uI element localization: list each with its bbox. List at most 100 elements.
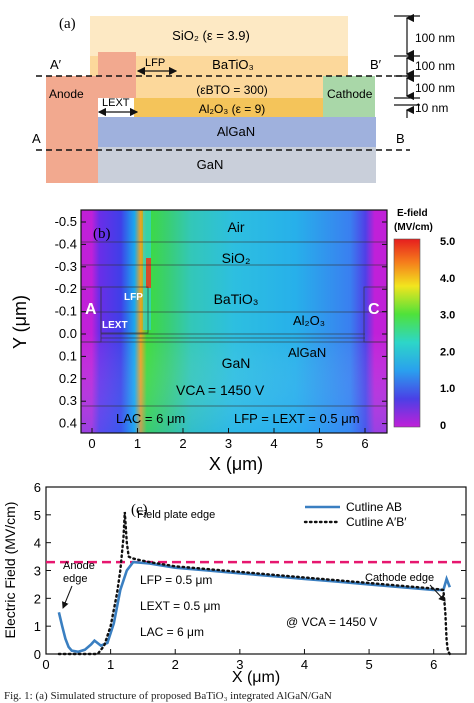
panel-c-label: (c)	[131, 502, 148, 518]
dim-algan: 10 nm	[415, 101, 448, 115]
region-lines	[80, 241, 388, 407]
annotation-field-plate: Field plate edge	[137, 509, 215, 521]
annotation-vca: @ VCA = 1450 V	[286, 615, 377, 629]
series-cutline-ab	[57, 560, 452, 654]
panel-c-ylabel: Electric Field (MV/cm)	[2, 502, 18, 639]
region-lfp: LFP	[124, 292, 143, 303]
y-tick-label: 4	[34, 536, 41, 551]
batio3-label: BaTiO₃	[212, 57, 254, 72]
colorbar-unit: (MV/cm)	[394, 222, 433, 233]
annotation-cathode-edge: Cathode edge	[365, 572, 434, 584]
x-tick-label: 2	[172, 657, 179, 672]
panel-a-label: (a)	[59, 16, 76, 32]
al2o3-layer	[134, 98, 324, 117]
y-tick-label: -0.4	[55, 236, 77, 251]
hotspot-red	[146, 258, 151, 288]
y-tick-label: 2	[34, 591, 41, 606]
panel-b-xticks: 0 1 2 3 4 5 6	[88, 428, 369, 451]
colorbar-tick-label: 4.0	[440, 273, 455, 285]
panel-b-yticks: -0.5 -0.4 -0.3 -0.2 -0.1 0.0 0.1 0.2 0.3 0.4	[55, 214, 387, 431]
region-cathode: C	[368, 301, 380, 318]
colorbar-tick-label: 3.0	[440, 310, 455, 322]
sio2-label: SiO₂ (ε = 3.9)	[172, 28, 250, 43]
x-tick-label: 6	[361, 436, 368, 451]
efield-map-shade	[81, 210, 387, 433]
cathode-label: Cathode	[327, 87, 373, 101]
y-tick-label: -0.2	[55, 281, 77, 296]
gan-layer	[46, 147, 376, 183]
y-tick-label: -0.5	[55, 214, 77, 229]
legend: Cutline AB Cutline A′B′	[303, 500, 407, 529]
y-tick-label: 1	[34, 619, 41, 634]
x-tick-label: 5	[365, 657, 372, 672]
y-tick-label: 0.4	[59, 416, 77, 431]
colorbar	[393, 238, 421, 428]
colorbar-tick-label: 1.0	[440, 383, 455, 395]
y-tick-label: -0.3	[55, 259, 77, 274]
annotation-anode-line1: Anode	[63, 560, 95, 572]
colorbar-title: E-field	[397, 208, 428, 219]
y-tick-label: 3	[34, 564, 41, 579]
panel-c: 0 1 2 3 4 5 6 0 1 2 3 4 5 6 (c) Electric Field (MV/c…	[2, 480, 467, 686]
eps-bto-label: (εBTO = 300)	[196, 83, 268, 97]
colorbar-tick-label: 5.0	[440, 236, 455, 248]
condition-vca: VCA = 1450 V	[176, 382, 265, 398]
colorbar-tick-label: 2.0	[440, 346, 455, 358]
region-algan: AlGaN	[288, 345, 326, 360]
panel-b-ylabel: Y (μm)	[10, 295, 30, 349]
algan-layer	[98, 117, 376, 147]
annotation-anode-line2: edge	[63, 573, 87, 585]
condition-lac: LAC = 6 μm	[116, 411, 185, 426]
panel-b-xlabel: X (μm)	[209, 454, 263, 474]
x-tick-label: 6	[430, 657, 437, 672]
dimension-bracket	[394, 13, 420, 118]
anode-contact	[46, 76, 98, 183]
colorbar-ticks: 5.0 4.0 3.0 2.0 1.0 0	[440, 236, 455, 432]
marker-a-prime: A′	[50, 57, 62, 72]
y-tick-label: 0	[34, 647, 41, 662]
panel-a: (a) SiO₂ (ε = 3.9) BaTiO₃ (εBTO = 300) A…	[32, 13, 455, 183]
x-tick-label: 1	[134, 436, 141, 451]
y-tick-label: 0.3	[59, 393, 77, 408]
colorbar-tick-label: 0	[440, 420, 446, 432]
map-frame	[80, 209, 388, 434]
x-tick-label: 0	[42, 657, 49, 672]
x-tick-label: 2	[179, 436, 186, 451]
panel-b-label: (b)	[93, 226, 111, 242]
region-al2o3: Al₂O₃	[293, 313, 325, 328]
annotation-lfp: LFP = 0.5 μm	[140, 573, 212, 587]
annotation-lext: LEXT = 0.5 μm	[140, 599, 220, 613]
al2o3-label: Al₂O₃ (ε = 9)	[199, 102, 266, 116]
legend-label-apbp: Cutline A′B′	[346, 515, 407, 529]
panel-c-xticks: 0 1 2 3 4 5 6	[42, 649, 437, 672]
algan-label: AlGaN	[217, 124, 255, 139]
region-sio2: SiO₂	[222, 250, 251, 266]
annotation-lac: LAC = 6 μm	[140, 625, 204, 639]
lext-label: LEXT	[102, 97, 130, 109]
cathode-arrow	[429, 584, 446, 602]
marker-a: A	[32, 131, 41, 146]
marker-b-prime: B′	[370, 57, 382, 72]
anode-arrow	[62, 585, 73, 609]
x-tick-label: 1	[107, 657, 114, 672]
region-batio3: BaTiO₃	[214, 291, 259, 307]
sio2-layer	[90, 16, 348, 56]
anode-fp	[98, 52, 136, 98]
region-air: Air	[227, 219, 244, 235]
figure-caption: Fig. 1: (a) Simulated structure of propo…	[4, 690, 332, 702]
gan-label: GaN	[197, 157, 224, 172]
series-cutline-apbp	[57, 511, 451, 656]
panel-c-yticks: 0 1 2 3 4 5 6	[34, 480, 466, 662]
region-lext: LEXT	[102, 320, 128, 331]
y-tick-label: 0.2	[59, 371, 77, 386]
y-tick-label: 0.1	[59, 348, 77, 363]
region-anode: A	[85, 301, 97, 318]
dim-al2o3: 100 nm	[415, 81, 455, 95]
dim-sio2: 100 nm	[415, 31, 455, 45]
x-tick-label: 5	[316, 436, 323, 451]
dim-batio3: 100 nm	[415, 59, 455, 73]
y-tick-label: 0.0	[59, 326, 77, 341]
condition-lfp-lext: LFP = LEXT = 0.5 μm	[234, 411, 360, 426]
lfp-label: LFP	[145, 57, 165, 69]
